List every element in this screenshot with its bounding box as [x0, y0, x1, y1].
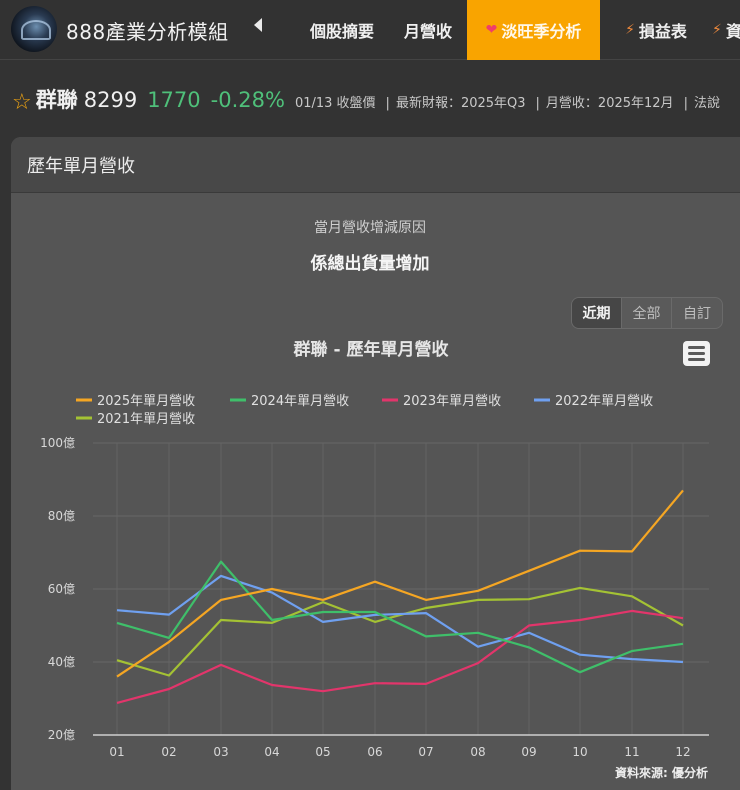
- tab-label: 淡旺季分析: [501, 22, 582, 41]
- x-tick-label: 07: [418, 745, 433, 759]
- divider: |: [683, 96, 688, 111]
- tab-label: 個股摘要: [309, 22, 374, 41]
- svg-text:2024年單月營收: 2024年單月營收: [251, 394, 349, 409]
- range-all-button[interactable]: 全部: [622, 298, 672, 328]
- data-source-credit: 資料來源: 優分析: [615, 765, 708, 780]
- chart-menu-button[interactable]: [683, 341, 710, 366]
- legend-item[interactable]: 2025年單月營收: [76, 394, 195, 409]
- brand-title[interactable]: 888產業分析模組: [66, 20, 229, 44]
- tab-monthly-revenue[interactable]: 月營收: [388, 0, 468, 60]
- revenue-reason-label: 當月營收增減原因: [314, 220, 426, 236]
- stock-price: 1770: [147, 88, 201, 112]
- svg-text:2022年單月營收: 2022年單月營收: [555, 394, 653, 409]
- tab-label: 損益表: [638, 22, 687, 41]
- y-tick-label: 40億: [48, 655, 75, 669]
- stock-name: 群聯: [35, 88, 78, 112]
- divider: |: [535, 96, 540, 111]
- bolt-icon: ⚡: [712, 22, 722, 38]
- revenue-line-chart: 群聯 - 歷年單月營收 2025年單月營收 2024年單月營收 2023年單月營收 20…: [40, 339, 709, 780]
- series-line[interactable]: [116, 609, 684, 704]
- bolt-icon: ⚡: [625, 22, 635, 38]
- tab-stock-summary[interactable]: 個股摘要: [296, 0, 388, 60]
- x-tick-label: 10: [572, 745, 587, 759]
- heart-icon: ❤: [485, 22, 498, 38]
- tab-next-partial[interactable]: ⚡ 資: [712, 0, 740, 60]
- tab-seasonality-analysis[interactable]: ❤ 淡旺季分析: [467, 0, 600, 60]
- x-tick-label: 06: [367, 745, 382, 759]
- series-line[interactable]: [116, 489, 684, 678]
- top-nav-bar: 888產業分析模組 個股摘要 月營收 ❤ 淡旺季分析 ⚡ 損益表 ⚡ 資: [0, 0, 740, 60]
- legend-item[interactable]: 2021年單月營收: [76, 412, 195, 427]
- monthly-revenue-card: 歷年單月營收 當月營收增減原因 係總出貨量增加 近期 全部 自訂 群聯 - 歷年…: [11, 137, 740, 790]
- hamburger-line: [688, 358, 705, 361]
- stock-info-bar: ☆ 群聯 8299 1770 -0.28% 01/13 收盤價 | 最新財報：2…: [12, 84, 724, 115]
- chart-title: 群聯 - 歷年單月營收: [294, 339, 449, 360]
- y-tick-label: 80億: [48, 509, 75, 523]
- range-selector: 近期 全部 自訂: [571, 297, 723, 329]
- series-line[interactable]: [116, 560, 684, 674]
- range-custom-button[interactable]: 自訂: [683, 306, 711, 322]
- card-title: 歷年單月營收: [27, 155, 135, 177]
- x-tick-label: 11: [624, 745, 639, 759]
- y-tick-label: 100億: [40, 436, 75, 450]
- brand-logo[interactable]: [11, 6, 57, 52]
- card-header: 歷年單月營收: [11, 137, 740, 193]
- x-tick-label: 04: [264, 745, 279, 759]
- divider: |: [385, 96, 390, 111]
- y-tick-label: 60億: [48, 582, 75, 596]
- svg-text:2021年單月營收: 2021年單月營收: [97, 412, 195, 427]
- nav-prev-arrow-icon[interactable]: [254, 18, 262, 32]
- x-tick-label: 03: [213, 745, 228, 759]
- tab-label: 月營收: [403, 22, 452, 41]
- revenue-reason-value: 係總出貨量增加: [310, 254, 430, 274]
- x-tick-label: 05: [315, 745, 330, 759]
- stock-change: -0.28%: [210, 88, 285, 112]
- hamburger-line: [688, 352, 705, 355]
- tab-income-statement[interactable]: ⚡ 損益表: [606, 0, 706, 60]
- series-line[interactable]: [116, 574, 684, 664]
- price-date: 01/13 收盤價: [294, 96, 376, 111]
- svg-text:2023年單月營收: 2023年單月營收: [403, 394, 501, 409]
- stock-code: 8299: [83, 88, 138, 112]
- x-tick-label: 01: [109, 745, 124, 759]
- legend-item[interactable]: 2022年單月營收: [534, 394, 653, 409]
- hamburger-menu-icon: [688, 346, 705, 349]
- investor-conference-link[interactable]: 法說: [693, 96, 720, 111]
- legend-item[interactable]: 2024年單月營收: [230, 394, 349, 409]
- monthly-revenue-date: 月營收：2025年12月: [545, 96, 674, 111]
- favorite-star-icon[interactable]: ☆: [12, 90, 32, 115]
- x-tick-label: 08: [470, 745, 485, 759]
- y-tick-label: 20億: [48, 728, 75, 742]
- tab-label: 資: [725, 22, 740, 41]
- x-tick-label: 09: [521, 745, 536, 759]
- latest-report: 最新財報：2025年Q3: [395, 96, 526, 111]
- range-recent-button[interactable]: 近期: [572, 298, 622, 328]
- x-tick-label: 12: [675, 745, 690, 759]
- legend-item[interactable]: 2023年單月營收: [382, 394, 501, 409]
- x-tick-label: 02: [161, 745, 176, 759]
- svg-text:2025年單月營收: 2025年單月營收: [97, 394, 195, 409]
